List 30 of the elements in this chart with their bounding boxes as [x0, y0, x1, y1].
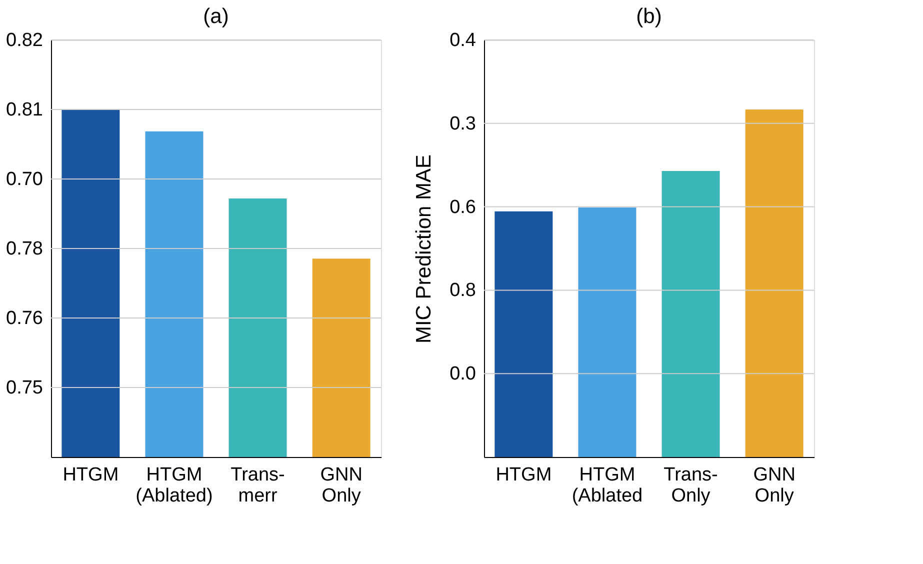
y-axis-title: MIC Prediction MAE — [412, 154, 436, 344]
bar — [662, 171, 720, 457]
text: 0.81 — [6, 100, 43, 120]
bar — [745, 110, 804, 457]
bar — [494, 211, 553, 457]
text: 0.76 — [6, 308, 43, 329]
text: 0.4 — [450, 30, 476, 51]
x-tick-label: Trans- Only — [664, 464, 718, 506]
x-tick-label: HTGM — [496, 464, 552, 486]
text: 0.78 — [6, 238, 43, 260]
bar — [228, 198, 287, 457]
text: 0.82 — [6, 30, 43, 51]
chart-title: (b) — [636, 5, 662, 28]
text: 0.6 — [450, 196, 476, 218]
chart-title: (a) — [203, 5, 229, 28]
text: 0.8 — [450, 280, 476, 302]
bar — [62, 110, 120, 457]
bar — [145, 131, 204, 457]
bar — [578, 207, 636, 457]
x-tick-label: HTGM (Ablated) — [136, 464, 213, 506]
x-tick-label: Trans- merr — [230, 464, 285, 506]
text: 0.3 — [450, 113, 476, 134]
bar — [312, 258, 370, 457]
x-tick-label: GNN Only — [320, 464, 362, 506]
text: 0.0 — [450, 364, 476, 385]
text: 0.75 — [6, 378, 43, 398]
x-tick-label: GNN Only — [753, 464, 796, 506]
text: 0.70 — [6, 169, 43, 190]
x-tick-label: HTGM — [62, 464, 119, 486]
x-tick-label: HTGM (Ablated — [572, 464, 643, 506]
